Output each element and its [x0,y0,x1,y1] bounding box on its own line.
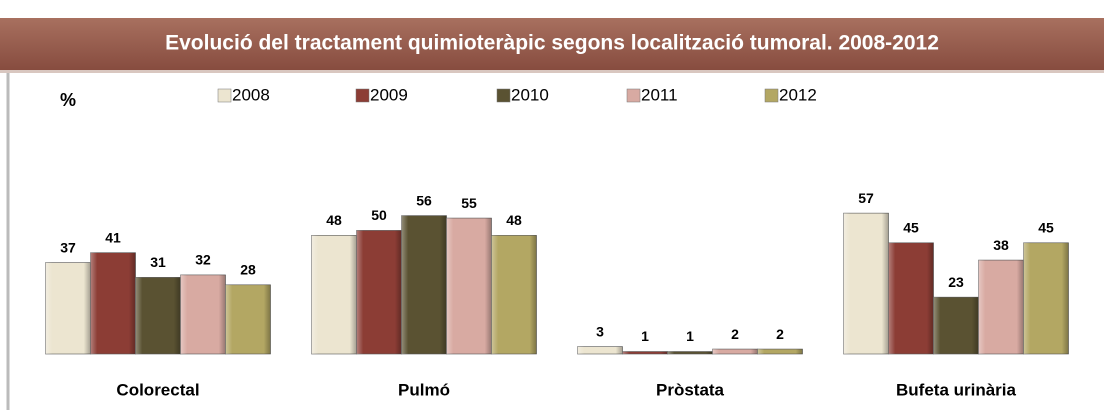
value-label: 23 [948,274,964,290]
value-label: 2 [731,326,739,342]
title-band [0,18,1104,70]
bar-shine [356,230,402,354]
chart-title: Evolució del tractament quimioteràpic se… [165,32,939,55]
bar-shine [933,297,979,354]
value-label: 2 [776,326,784,342]
value-label: 3 [596,323,604,339]
value-label: 45 [1038,219,1054,235]
value-label: 55 [461,195,477,211]
bar-shine [90,252,136,354]
legend-label: 2011 [641,85,678,104]
bar-shine [491,235,537,354]
bar-shine [401,215,447,354]
bar-shine [667,351,713,354]
legend-label: 2008 [232,85,270,104]
legend-swatch [355,88,370,103]
bar-shine [135,277,181,354]
x-tick-label: Colorectal [116,380,199,399]
bar-shine [978,260,1024,354]
x-tick-label: Bufeta urinària [896,380,1017,399]
bar-shine [712,349,758,354]
value-label: 48 [506,212,522,228]
bar-shine [888,242,934,354]
legend-swatch [217,88,232,103]
bar-shine [757,349,803,354]
value-label: 37 [60,239,76,255]
title-shadow [0,70,1104,73]
value-label: 48 [326,212,342,228]
bar-shine [622,351,668,354]
bar-shine [311,235,357,354]
legend-label: 2009 [370,85,408,104]
value-label: 28 [240,262,256,278]
bar-shine [446,218,492,354]
legend-swatch [496,88,511,103]
bar-shine [577,346,623,354]
value-label: 32 [195,252,211,268]
bar-shine [1023,242,1069,354]
x-tick-label: Pulmó [398,380,450,399]
legend-swatch [626,88,641,103]
value-label: 38 [993,237,1009,253]
value-label: 31 [150,254,166,270]
y-label: % [60,90,76,110]
value-label: 41 [105,229,121,245]
value-label: 50 [371,207,387,223]
value-label: 1 [686,328,694,344]
value-label: 57 [858,190,874,206]
x-tick-label: Pròstata [656,380,725,399]
value-label: 1 [641,328,649,344]
legend-label: 2012 [779,85,817,104]
bar-shine [843,213,889,354]
legend-swatch [764,88,779,103]
legend-label: 2010 [511,85,549,104]
value-label: 56 [416,192,432,208]
bar-shine [45,262,91,354]
bar-shine [180,274,226,354]
bar-shine [225,284,271,354]
value-label: 45 [903,219,919,235]
